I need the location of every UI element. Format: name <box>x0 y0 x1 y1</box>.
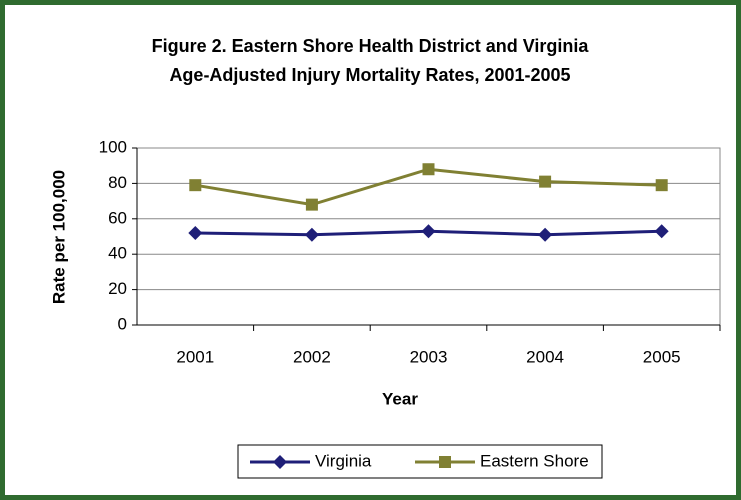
marker <box>538 227 553 242</box>
y-tick-label: 100 <box>99 137 127 156</box>
x-tick-label: 2002 <box>293 347 331 366</box>
x-tick-label: 2004 <box>526 347 564 366</box>
y-tick-label: 80 <box>108 173 127 192</box>
marker <box>539 175 552 188</box>
y-tick-label: 0 <box>118 314 127 333</box>
marker <box>305 198 318 211</box>
legend-label: Eastern Shore <box>480 451 589 470</box>
marker <box>304 227 319 242</box>
marker <box>422 163 435 176</box>
x-tick-label: 2001 <box>176 347 214 366</box>
x-axis-title: Year <box>382 389 418 408</box>
y-tick-label: 60 <box>108 208 127 227</box>
marker <box>188 225 203 240</box>
marker <box>439 456 451 468</box>
y-tick-label: 40 <box>108 244 127 263</box>
chart-title: Figure 2. Eastern Shore Health District … <box>152 36 590 56</box>
y-axis-title: Rate per 100,000 <box>49 170 68 304</box>
marker <box>189 179 202 192</box>
x-tick-label: 2003 <box>410 347 448 366</box>
y-tick-label: 20 <box>108 279 127 298</box>
x-tick-label: 2005 <box>643 347 681 366</box>
marker <box>273 455 287 469</box>
chart-title: Age-Adjusted Injury Mortality Rates, 200… <box>169 65 570 85</box>
marker <box>421 224 436 239</box>
marker <box>655 179 668 192</box>
marker <box>654 224 669 239</box>
legend-label: Virginia <box>315 451 372 470</box>
